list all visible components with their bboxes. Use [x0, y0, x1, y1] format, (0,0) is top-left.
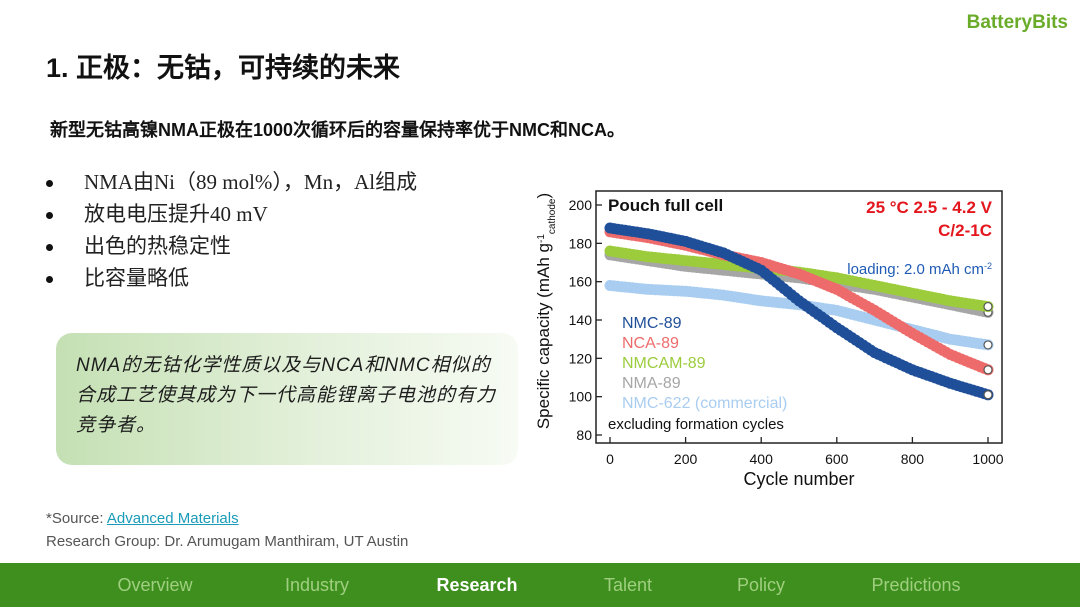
bullet-text: 出色的热稳定性: [84, 234, 231, 258]
y-tick-label: 80: [576, 427, 592, 443]
legend-entry: NMA-89: [622, 375, 681, 392]
chart-loading: loading: 2.0 mAh cm-2: [847, 261, 992, 278]
end-marker: [983, 340, 993, 350]
nav-tab[interactable]: Research: [436, 575, 518, 595]
chart-title: Pouch full cell: [608, 196, 723, 215]
end-marker: [983, 390, 993, 400]
plot-frame: [595, 190, 1003, 444]
legend-entry: NMC-622 (commercial): [622, 395, 787, 412]
chart-footnote: excluding formation cycles: [608, 416, 784, 433]
y-tick-label: 120: [569, 350, 593, 366]
page-title: 1. 正极：无钴，可持续的未来: [46, 53, 401, 83]
end-marker: [983, 301, 993, 312]
legend-entry: NMC-89: [622, 315, 682, 332]
y-tick-label: 100: [569, 389, 593, 405]
source-line: *Source: Advanced Materials: [46, 510, 239, 527]
nav-tab[interactable]: Policy: [736, 575, 786, 595]
end-marker: [983, 365, 993, 375]
bullet-dot-icon: [46, 212, 53, 219]
x-tick-label: 0: [606, 451, 614, 467]
y-axis-title: Specific capacity (mAh g-1cathode): [534, 193, 558, 429]
x-axis-title: Cycle number: [743, 469, 854, 489]
callout-text: NMA的无钴化学性质以及与NCA和NMC相似的合成工艺使其成为下一代高能锂离子电…: [76, 355, 497, 436]
bullet-item: 放电电压提升40 mV: [46, 198, 417, 230]
brand-logo: BatteryBits: [966, 12, 1068, 33]
bullet-dot-icon: [46, 276, 53, 283]
x-tick-label: 600: [825, 451, 849, 467]
nav-tab[interactable]: Talent: [603, 575, 653, 595]
legend-entry: NMCAM-89: [622, 355, 706, 372]
capacity-chart: 0 200 400 600 800 1000 80 100 120 140 160 180 200 Cyc…: [534, 190, 1004, 489]
y-axis-title-end: ): [534, 193, 553, 199]
callout-box: NMA的无钴化学性质以及与NCA和NMC相似的合成工艺使其成为下一代高能锂离子电…: [56, 333, 518, 465]
x-tick-label: 400: [750, 451, 774, 467]
bullet-list: NMA由Ni（89 mol%），Mn，Al组成 放电电压提升40 mV 出色的热…: [46, 166, 417, 294]
nav-tab[interactable]: Overview: [117, 575, 193, 595]
x-tick-label: 200: [674, 451, 698, 467]
research-group: Research Group: Dr. Arumugam Manthiram, …: [46, 533, 409, 550]
chart-loading-text: loading: 2.0 mAh cm: [847, 261, 984, 278]
source-label: *Source:: [46, 510, 107, 527]
bullet-dot-icon: [46, 244, 53, 251]
source-link[interactable]: Advanced Materials: [106, 510, 239, 527]
legend-entry: NCA-89: [622, 335, 679, 352]
y-axis-title-text: Specific capacity (mAh g: [534, 243, 553, 429]
bullet-text: 放电电压提升40 mV: [84, 202, 268, 226]
nav-tab[interactable]: Predictions: [871, 575, 961, 595]
bullet-dot-icon: [46, 180, 53, 187]
chart-conditions: 25 °C 2.5 - 4.2 V: [866, 198, 993, 217]
bullet-item: 出色的热稳定性: [46, 230, 417, 262]
y-tick-label: 200: [569, 197, 593, 213]
y-tick-label: 180: [569, 235, 593, 251]
y-tick-label: 160: [569, 274, 593, 290]
chart-loading-sup: -2: [984, 261, 992, 271]
y-tick-label: 140: [569, 312, 593, 328]
bullet-text: NMA由Ni（89 mol%），Mn，Al组成: [84, 170, 418, 194]
bottom-nav: Overview Industry Research Talent Policy Pred…: [0, 563, 1080, 607]
page-subtitle: 新型无钴高镍NMA正极在1000次循环后的容量保持率优于NMC和NCA。: [50, 120, 626, 140]
bullet-item: 比容量略低: [46, 262, 417, 294]
y-axis-title-sub: cathode: [547, 198, 558, 234]
x-tick-label: 1000: [972, 451, 1003, 467]
nav-tab[interactable]: Industry: [284, 575, 350, 595]
bullet-text: 比容量略低: [84, 266, 189, 290]
x-tick-label: 800: [901, 451, 925, 467]
bullet-item: NMA由Ni（89 mol%），Mn，Al组成: [46, 166, 417, 198]
y-axis-title-sup: -1: [536, 234, 547, 243]
chart-rate: C/2-1C: [938, 221, 992, 240]
